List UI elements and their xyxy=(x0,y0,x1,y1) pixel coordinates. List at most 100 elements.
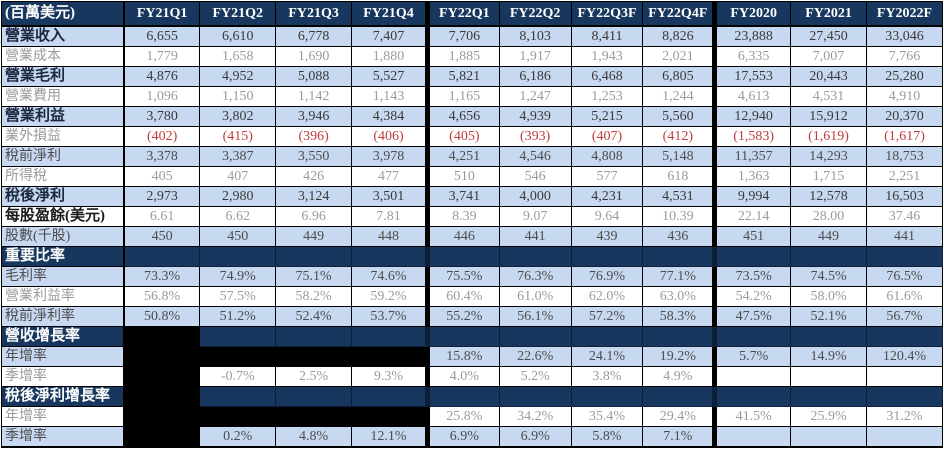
data-cell: 1,165 xyxy=(424,86,500,107)
column-header: FY21Q4 xyxy=(351,1,428,27)
data-cell: 448 xyxy=(351,226,428,247)
data-cell: 1,096 xyxy=(123,86,201,107)
data-cell: 15,912 xyxy=(790,106,867,127)
data-cell: 1,142 xyxy=(275,86,353,107)
data-cell: 12,578 xyxy=(790,186,867,207)
data-cell xyxy=(351,326,428,347)
data-cell xyxy=(498,386,572,407)
data-cell: 1,143 xyxy=(351,86,428,107)
data-cell: 9.07 xyxy=(498,206,572,227)
data-cell: 5,215 xyxy=(570,106,644,127)
data-cell: 510 xyxy=(424,166,500,187)
data-cell: 1,885 xyxy=(424,46,500,67)
data-cell: 62.0% xyxy=(570,286,644,307)
data-cell: (1,619) xyxy=(790,126,867,147)
data-cell: 3,780 xyxy=(123,106,201,127)
data-cell: 446 xyxy=(424,226,500,247)
data-cell: 25.8% xyxy=(424,406,500,427)
data-cell: 75.5% xyxy=(424,266,500,287)
data-cell xyxy=(712,386,792,407)
data-cell xyxy=(275,386,353,407)
data-cell: 441 xyxy=(865,226,944,247)
data-cell: 25.9% xyxy=(790,406,867,427)
data-cell: 450 xyxy=(199,226,277,247)
data-cell: 5,527 xyxy=(351,66,428,87)
data-cell xyxy=(275,246,353,267)
data-cell: 22.14 xyxy=(712,206,792,227)
data-cell: 4,656 xyxy=(424,106,500,127)
row-label: 營業費用 xyxy=(0,86,125,107)
data-cell: 58.0% xyxy=(790,286,867,307)
data-cell: 14.9% xyxy=(790,346,867,367)
header-row: (百萬美元) FY21Q1 FY21Q2 FY21Q3 FY21Q4 FY22Q1 FY2… xyxy=(0,1,944,27)
data-cell: 4,952 xyxy=(199,66,277,87)
data-cell: 4.8% xyxy=(275,426,353,448)
data-cell: -0.7% xyxy=(199,366,277,387)
data-cell: 1,880 xyxy=(351,46,428,67)
data-cell: 15.8% xyxy=(424,346,500,367)
data-cell: 4,910 xyxy=(865,86,944,107)
data-cell: 407 xyxy=(199,166,277,187)
table-row: 稅前淨利 3,378 3,387 3,550 3,978 4,251 4,546 4,808 5… xyxy=(0,146,944,167)
data-cell: (1,617) xyxy=(865,126,944,147)
data-cell: 54.2% xyxy=(712,286,792,307)
table-row: 毛利率 73.3% 74.9% 75.1% 74.6% 75.5% 76.3% 76.9% 77… xyxy=(0,266,944,287)
row-label: 營收增長率 xyxy=(0,326,125,347)
data-cell: 2,251 xyxy=(865,166,944,187)
data-cell: 3,550 xyxy=(275,146,353,167)
data-cell: 22.6% xyxy=(498,346,572,367)
row-label: 所得稅 xyxy=(0,166,125,187)
data-cell: 577 xyxy=(570,166,644,187)
redacted-cell xyxy=(275,406,353,427)
data-cell: 33,046 xyxy=(865,25,944,47)
data-cell: 56.7% xyxy=(865,306,944,327)
data-cell xyxy=(642,386,716,407)
data-cell: 3,946 xyxy=(275,106,353,127)
data-cell: 6.9% xyxy=(498,426,572,448)
data-cell: 4,613 xyxy=(712,86,792,107)
table-row: 業外損益 (402) (415) (396) (406) (405) (393) (407)(… xyxy=(0,126,944,147)
data-cell xyxy=(865,246,944,267)
row-label: 毛利率 xyxy=(0,266,125,287)
data-cell: 449 xyxy=(790,226,867,247)
data-cell: 5,148 xyxy=(642,146,716,167)
data-cell: 426 xyxy=(275,166,353,187)
data-cell xyxy=(865,366,944,387)
data-cell: (407) xyxy=(570,126,644,147)
data-cell xyxy=(570,386,644,407)
data-cell: 41.5% xyxy=(712,406,792,427)
data-cell: 441 xyxy=(498,226,572,247)
data-cell: 12.1% xyxy=(351,426,428,448)
data-cell: 450 xyxy=(123,226,201,247)
redacted-cell xyxy=(123,386,201,407)
table-row: 季增率 0.2% 4.8% 12.1% 6.9% 6.9% 5.8% 7.1% xyxy=(0,426,944,448)
row-label: 股數(千股) xyxy=(0,226,125,247)
data-cell: 4,808 xyxy=(570,146,644,167)
row-label: 稅後淨利 xyxy=(0,186,125,207)
data-cell: 439 xyxy=(570,226,644,247)
data-cell: 6.96 xyxy=(275,206,353,227)
data-cell xyxy=(712,326,792,347)
data-cell xyxy=(351,246,428,267)
data-cell xyxy=(424,246,500,267)
data-cell: 74.5% xyxy=(790,266,867,287)
data-cell: 2,973 xyxy=(123,186,201,207)
column-header: FY22Q4F xyxy=(642,1,716,27)
section-row: 稅後淨利增長率 xyxy=(0,386,944,407)
data-cell: 7,766 xyxy=(865,46,944,67)
data-cell: 5,560 xyxy=(642,106,716,127)
data-cell: 1,253 xyxy=(570,86,644,107)
data-cell: 4.9% xyxy=(642,366,716,387)
data-cell xyxy=(424,386,500,407)
redacted-cell xyxy=(123,406,201,427)
data-cell: 57.5% xyxy=(199,286,277,307)
data-cell: 76.3% xyxy=(498,266,572,287)
data-cell: (412) xyxy=(642,126,716,147)
data-cell: 58.2% xyxy=(275,286,353,307)
data-cell: (415) xyxy=(199,126,277,147)
table-row: 營業毛利 4,876 4,952 5,088 5,527 5,821 6,186 6,468 6… xyxy=(0,66,944,87)
data-cell: 6,805 xyxy=(642,66,716,87)
data-cell: 1,150 xyxy=(199,86,277,107)
data-cell: 25,280 xyxy=(865,66,944,87)
data-cell: 61.6% xyxy=(865,286,944,307)
